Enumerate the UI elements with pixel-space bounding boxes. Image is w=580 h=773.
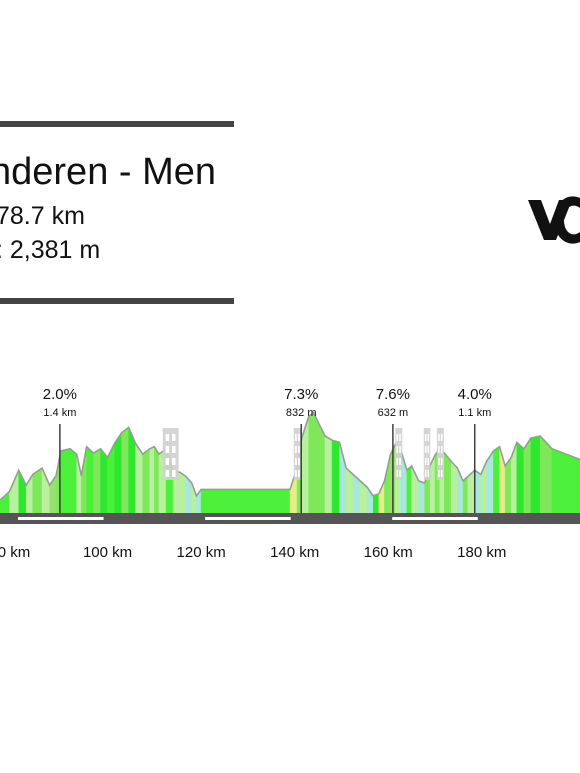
km-tick-label: 0 km: [0, 544, 30, 561]
climb-marker: 2.0% 1.4 km: [43, 386, 77, 513]
profile-segment: [179, 471, 187, 514]
profile-segment: [154, 445, 160, 514]
top-rule: [0, 121, 234, 127]
profile-segment: [313, 412, 319, 514]
climb-gradient-label: 4.0%: [458, 386, 492, 403]
km-tick-label: 120 km: [177, 544, 226, 561]
profile-segment: [406, 465, 412, 514]
profile-segment: [60, 448, 71, 514]
km-ticks: 0 km 100 km 120 km 140 km 160 km 180 km: [0, 544, 506, 561]
profile-segment: [444, 452, 452, 514]
climb-length-label: 1.4 km: [43, 407, 76, 419]
profile-segment: [331, 439, 340, 514]
climb-markers: 2.0% 1.4 km 7.3% 832 m 7.6% 632 m 4.0% 1.1 km: [43, 386, 492, 513]
profile-segment: [280, 489, 291, 514]
race-elevation: : 2,381 m: [0, 236, 101, 264]
profile-segment: [384, 454, 391, 514]
profile-segment: [551, 448, 567, 514]
profile-segment: [324, 435, 333, 514]
km-tick-label: 100 km: [83, 544, 132, 561]
profile-segment: [149, 446, 155, 514]
profile-segment: [308, 411, 314, 514]
profile-segment: [523, 437, 532, 514]
profile-outline: [0, 411, 580, 501]
profile-segment: [247, 489, 267, 514]
road-stripes: [18, 517, 478, 520]
profile-segment: [32, 467, 43, 514]
cobble-sectors: [162, 428, 444, 480]
profile-segment: [69, 448, 77, 514]
cobble-sector: [162, 428, 179, 480]
road-stripe: [392, 517, 478, 520]
km-tick-label: 180 km: [457, 544, 506, 561]
cobble-sector: [436, 428, 444, 480]
profile-segment: [418, 480, 425, 514]
km-tick-label: 140 km: [270, 544, 319, 561]
profile-segment: [462, 476, 468, 514]
logo-c-shape: [554, 196, 580, 244]
profile-fills: [0, 411, 580, 514]
profile-segment: [516, 441, 525, 514]
profile-segment: [530, 435, 541, 514]
race-title: nderen - Men: [0, 151, 217, 193]
profile-segment: [345, 467, 354, 514]
bottom-rule: [0, 298, 234, 304]
cobble-sector: [395, 428, 403, 480]
profile-segment: [228, 489, 249, 514]
climb-length-label: 832 m: [286, 407, 317, 419]
cobble-sector: [423, 428, 431, 480]
profile-segment: [474, 469, 482, 514]
profile-segment: [301, 416, 309, 514]
climb-marker: 7.3% 832 m: [284, 386, 318, 513]
road-stripe: [18, 517, 104, 520]
cobble-sector: [293, 428, 302, 480]
profile-segment: [451, 461, 458, 514]
climb-length-label: 632 m: [378, 407, 409, 419]
climb-marker: 7.6% 632 m: [376, 386, 410, 513]
profile-segment: [493, 446, 500, 514]
profile-segment: [317, 421, 326, 514]
climb-length-label: 1.1 km: [458, 407, 491, 419]
brand-logo-icon: VC: [528, 196, 580, 244]
km-tick-label: 160 km: [364, 544, 413, 561]
profile-segment: [142, 448, 150, 514]
road-stripe: [205, 517, 291, 520]
profile-segment: [373, 493, 380, 514]
climb-gradient-label: 7.3%: [284, 386, 318, 403]
race-distance: 78.7 km: [0, 202, 85, 230]
profile-segment: [214, 489, 230, 514]
climb-gradient-label: 7.6%: [376, 386, 410, 403]
profile-segment: [9, 470, 19, 514]
profile-segment: [565, 453, 580, 514]
profile-segment: [266, 489, 281, 514]
profile-segment: [200, 489, 216, 514]
climb-marker: 4.0% 1.1 km: [458, 386, 492, 513]
profile-segment: [121, 426, 129, 514]
profile-segment: [93, 448, 101, 514]
profile-segment: [114, 431, 122, 514]
climb-gradient-label: 2.0%: [43, 386, 77, 403]
profile-segment: [86, 446, 94, 514]
profile-segment: [100, 448, 108, 514]
stage-profile-chart: 2.0% 1.4 km 7.3% 832 m 7.6% 632 m 4.0% 1.1 km 0…: [0, 386, 580, 561]
